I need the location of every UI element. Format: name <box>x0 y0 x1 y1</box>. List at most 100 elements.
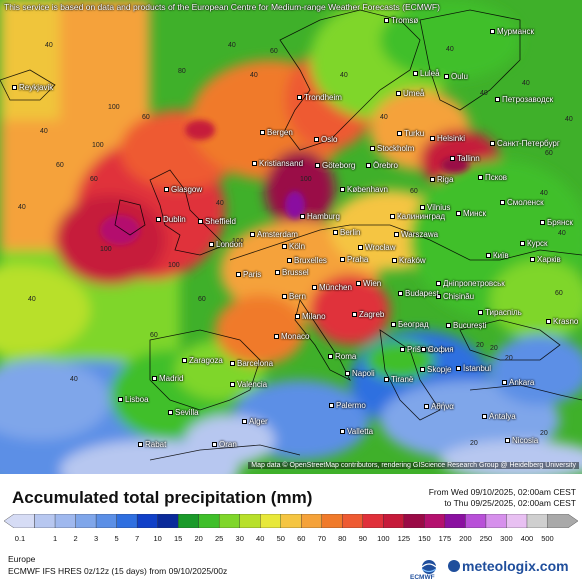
ecmwf-logo-icon <box>421 560 437 574</box>
city-label: Тираспіль <box>478 309 522 317</box>
grid-value-label: 100 <box>92 142 104 149</box>
meteologix-brand: meteologix.com <box>462 558 569 574</box>
scale-tick-label: 2 <box>73 534 78 543</box>
scale-tick-label: 7 <box>135 534 140 543</box>
grid-value-label: 40 <box>18 204 26 211</box>
city-label: Krasno <box>546 318 578 326</box>
scale-swatch <box>198 514 220 528</box>
scale-swatch <box>424 514 446 528</box>
city-label: Valletta <box>340 428 373 436</box>
grid-value-label: 40 <box>250 72 258 79</box>
scale-swatch <box>239 514 261 528</box>
city-label: Göteborg <box>315 162 355 170</box>
city-label: Zaragoza <box>182 357 223 365</box>
city-label: Смоленск <box>500 199 544 207</box>
city-label: Харків <box>530 256 561 264</box>
city-label: Sheffield <box>198 218 236 226</box>
city-label: Palermo <box>329 402 366 410</box>
city-label: Tromsø <box>384 17 418 25</box>
city-label: Alger <box>242 418 268 426</box>
city-label: Reykjavik <box>12 84 53 92</box>
city-label: Kraków <box>392 257 426 265</box>
city-label: Калининград <box>390 213 445 221</box>
grid-value-label: 100 <box>108 104 120 111</box>
scale-tick-label: 400 <box>520 534 534 543</box>
grid-value-label: 100 <box>232 238 244 245</box>
city-label: Valencia <box>230 381 267 389</box>
city-label: Wien <box>356 280 381 288</box>
grid-value-label: 60 <box>198 296 206 303</box>
city-label: Bergen <box>260 129 293 137</box>
scale-tick-label: 10 <box>153 534 162 543</box>
scale-swatch <box>526 514 549 528</box>
period-to: to Thu 09/25/2025, 02:00am CEST <box>444 498 576 508</box>
scale-swatch <box>75 514 97 528</box>
city-label: Trondheim <box>297 94 342 102</box>
scale-tick-label: 90 <box>358 534 367 543</box>
grid-value-label: 20 <box>490 345 498 352</box>
scale-swatch <box>301 514 323 528</box>
scale-swatch <box>485 514 508 528</box>
city-label: Sevilla <box>168 409 199 417</box>
scale-tick-label: 300 <box>500 534 513 543</box>
grid-value-label: 60 <box>56 162 64 169</box>
city-label: Rabat <box>138 441 166 449</box>
city-label: İstanbul <box>456 365 491 373</box>
city-label: Nicosia <box>505 437 538 445</box>
meteologix-logo[interactable]: meteologix.com <box>448 558 569 574</box>
scale-tick-label: 15 <box>173 534 183 543</box>
color-scale <box>4 514 578 528</box>
grid-value-label: 60 <box>555 290 563 297</box>
grid-value-label: 80 <box>178 68 186 75</box>
city-label: Мурманск <box>490 28 534 36</box>
scale-swatch <box>362 514 385 528</box>
scale-swatch <box>260 514 282 528</box>
scale-tick-label: 60 <box>297 534 306 543</box>
scale-swatch <box>95 514 118 528</box>
grid-value-label: 40 <box>480 90 488 97</box>
city-label: Antalya <box>482 413 516 421</box>
city-label: Минск <box>456 210 486 218</box>
grid-value-label: 20 <box>540 430 548 437</box>
city-label: Bern <box>282 293 306 301</box>
city-label: Bruxelles <box>287 257 327 265</box>
city-label: Oulu <box>444 73 468 81</box>
scale-swatch <box>136 514 159 528</box>
city-label: Псков <box>478 174 507 182</box>
city-label: Stockholm <box>370 145 414 153</box>
city-label: Oran <box>212 441 237 449</box>
city-label: Hamburg <box>300 213 340 221</box>
region-label: Europe <box>8 554 36 564</box>
precipitation-map[interactable]: This service is based on data and produc… <box>0 0 582 474</box>
city-label: Санкт-Петербург <box>490 140 560 148</box>
scale-tick-label: 70 <box>317 534 326 543</box>
city-label: Tiranë <box>384 376 413 384</box>
scale-tick-label: 100 <box>377 534 390 543</box>
city-label: Milano <box>295 313 326 321</box>
city-label: București <box>446 322 486 330</box>
city-label: München <box>312 284 352 292</box>
model-info: ECMWF IFS HRES 0z/12z (15 days) from 09/… <box>8 566 228 576</box>
scale-tick-labels: 0.1 1 2 3 5 7 10 15 20 25 30 40 50 60 70 80 90 100 125 150 1… <box>0 534 582 546</box>
city-label: Dublin <box>156 216 186 224</box>
scale-swatch <box>444 514 467 528</box>
city-label: Monaco <box>274 333 309 341</box>
scale-tick-label: 5 <box>114 534 119 543</box>
period-from: From Wed 09/10/2025, 02:00am CEST <box>428 487 576 497</box>
grid-value-label: 40 <box>40 128 48 135</box>
scale-tick-label: 125 <box>397 534 411 543</box>
city-label: Örebro <box>366 162 398 170</box>
scale-swatch <box>280 514 302 528</box>
scale-swatch <box>342 514 364 528</box>
city-label: Lisboa <box>118 396 149 404</box>
grid-value-label: 60 <box>410 188 418 195</box>
scale-tick-label: 40 <box>256 534 265 543</box>
city-label: Kristiansand <box>252 160 303 168</box>
city-label: Umeå <box>396 90 424 98</box>
scale-swatch <box>54 514 77 528</box>
city-label: Курск <box>520 240 548 248</box>
grid-value-label: 40 <box>70 376 78 383</box>
attribution-bottom: Map data © OpenStreetMap contributors, r… <box>248 462 579 469</box>
grid-value-label: 40 <box>340 72 348 79</box>
city-label: Madrid <box>152 375 183 383</box>
